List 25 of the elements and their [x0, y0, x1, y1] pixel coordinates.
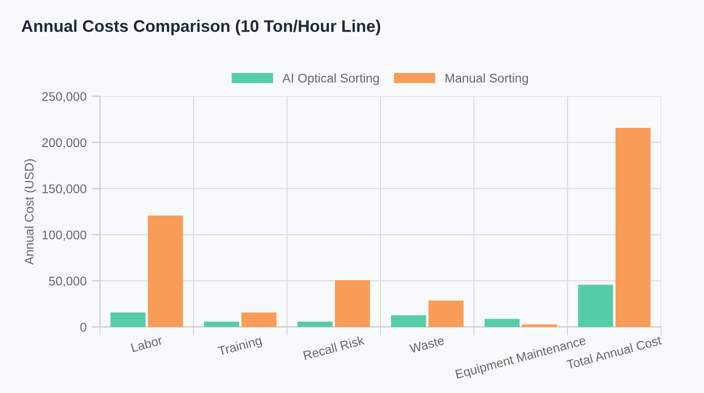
bar [484, 318, 520, 327]
bar [110, 312, 146, 327]
bar [391, 315, 426, 327]
bar [204, 322, 240, 327]
bar [615, 128, 651, 327]
x-tick-label: Waste [409, 336, 444, 354]
y-tick-label: 250,000 [42, 92, 86, 102]
bar [241, 312, 276, 327]
x-tick-label: Training [217, 336, 263, 358]
y-tick-label: 0 [80, 322, 86, 332]
chart-title: Annual Costs Comparison (10 Ton/Hour Line) [22, 20, 380, 36]
bar [148, 216, 183, 327]
bar [298, 322, 333, 327]
y-axis-title: Annual Cost (USD) [24, 159, 36, 265]
y-tick-label: 150,000 [42, 184, 86, 195]
legend-label: AI Optical Sorting [282, 73, 379, 86]
bar [428, 300, 464, 327]
bar [334, 280, 370, 327]
bar [578, 284, 614, 327]
x-tick-label: Recall Risk [303, 335, 365, 360]
legend-label: Manual Sorting [446, 73, 528, 86]
y-tick-label: 100,000 [42, 230, 86, 241]
y-tick-label: 200,000 [42, 138, 86, 149]
y-tick-label: 50,000 [49, 276, 86, 287]
x-tick-label: Labor [130, 335, 163, 352]
